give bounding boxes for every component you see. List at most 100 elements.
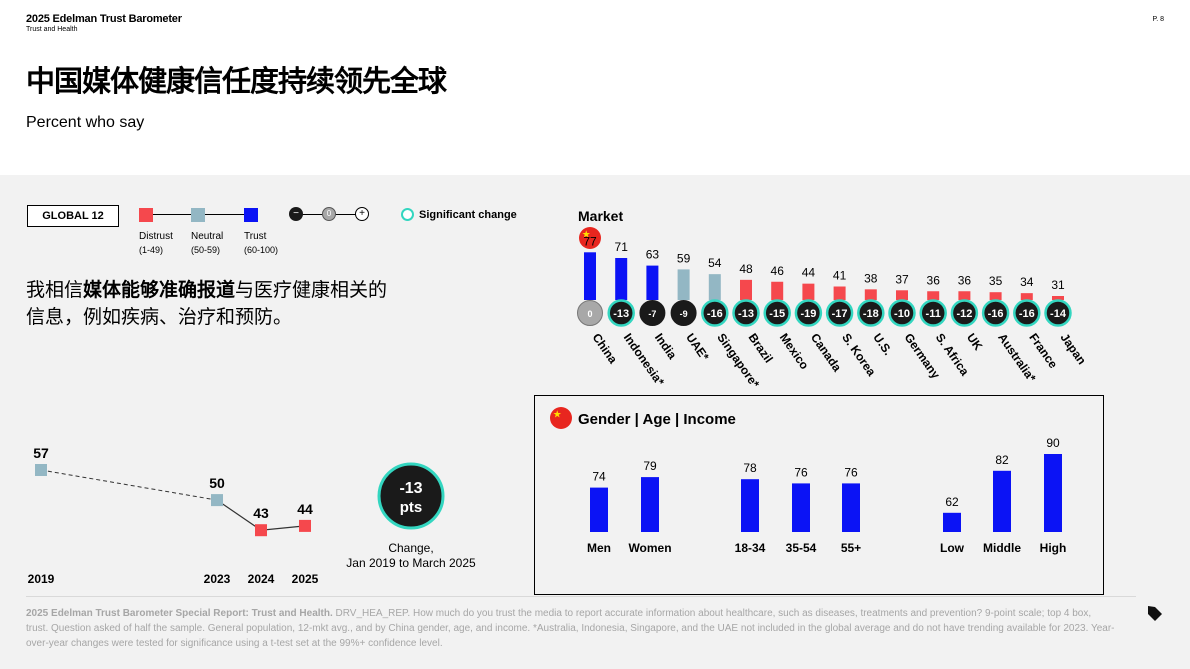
market-change-label-0: 0 xyxy=(587,309,592,319)
market-change-dot-7 xyxy=(794,299,823,327)
demo-bar-0-1 xyxy=(641,477,659,532)
market-value-2: 63 xyxy=(646,248,660,262)
trend-change-value: -13 xyxy=(399,480,422,497)
demo-bar-1-0 xyxy=(741,479,759,532)
demo-category-1-1: 35-54 xyxy=(786,541,817,555)
market-bar-15 xyxy=(1052,296,1064,300)
demographics-box xyxy=(534,395,1104,595)
market-value-3: 59 xyxy=(677,251,691,265)
footnote-divider xyxy=(26,596,1136,597)
market-bar-4 xyxy=(708,274,721,300)
market-bar-13 xyxy=(989,292,1002,300)
market-value-12: 36 xyxy=(958,273,972,287)
demo-value-2-0: 62 xyxy=(945,495,959,509)
market-value-10: 37 xyxy=(895,272,909,286)
footnote-text: DRV_HEA_REP. How much do you trust the m… xyxy=(26,608,1115,649)
market-category-2: India xyxy=(652,331,680,362)
market-category-15: Japan xyxy=(1058,331,1089,367)
trend-value-2: 43 xyxy=(253,505,269,521)
market-change-dot-1 xyxy=(607,299,635,327)
market-change-dot-11 xyxy=(919,299,947,327)
market-bar-8 xyxy=(833,286,846,300)
question-post: 与医疗健康相关的 xyxy=(235,279,388,301)
market-change-label-10: -10 xyxy=(894,308,910,320)
page-number: P. 8 xyxy=(1152,16,1164,23)
market-change-label-15: -14 xyxy=(1050,308,1067,320)
market-change-label-9: -18 xyxy=(863,308,879,320)
market-change-label-8: -17 xyxy=(832,308,848,320)
market-change-dot-5 xyxy=(732,299,760,327)
market-bar-11 xyxy=(927,291,940,300)
market-change-label-5: -13 xyxy=(738,308,754,320)
market-category-12: UK xyxy=(964,331,986,354)
significant-change-label: Significant change xyxy=(419,209,517,221)
market-bar-1 xyxy=(615,258,628,300)
market-category-0: China xyxy=(590,331,621,367)
market-bar-2 xyxy=(646,265,659,300)
market-change-label-7: -19 xyxy=(800,308,816,320)
demo-bar-0-0 xyxy=(590,487,608,532)
market-label: Market xyxy=(578,208,624,224)
market-value-1: 71 xyxy=(615,240,629,254)
demo-category-2-1: Middle xyxy=(983,541,1021,555)
market-change-dot-14 xyxy=(1013,299,1041,327)
market-change-label-3: -9 xyxy=(680,309,688,319)
demo-value-2-1: 82 xyxy=(995,453,1009,467)
market-category-7: Canada xyxy=(808,331,845,375)
market-change-dot-6 xyxy=(763,299,791,327)
trend-change-caption: Change, xyxy=(388,541,433,555)
demographics-chart: ★ Gender | Age | Income 74 Men 79 Women 78 18-3… xyxy=(550,407,1067,555)
demo-value-0-1: 79 xyxy=(643,459,657,473)
market-change-dot-12 xyxy=(950,299,979,327)
market-chart: ★770China71-13Indonesia*63-7India59-9UAE… xyxy=(577,227,1089,391)
plus-icon: + xyxy=(355,207,369,221)
trend-year-0: 2019 xyxy=(28,572,55,586)
market-value-9: 38 xyxy=(864,271,878,285)
market-change-label-13: -16 xyxy=(988,308,1004,320)
demo-bar-1-1 xyxy=(792,483,810,532)
market-category-3: UAE* xyxy=(683,331,712,364)
trend-point-1 xyxy=(211,494,223,507)
demo-value-0-0: 74 xyxy=(592,470,606,484)
demo-bar-1-2 xyxy=(842,483,860,532)
footnote: 2025 Edelman Trust Barometer Special Rep… xyxy=(26,606,1116,651)
demo-bar-2-1 xyxy=(993,470,1011,532)
market-value-8: 41 xyxy=(833,269,847,283)
demo-category-0-0: Men xyxy=(587,541,611,555)
market-bar-0 xyxy=(584,252,596,300)
market-change-label-1: -13 xyxy=(613,308,629,320)
trend-chart: 57 2019 50 2023 43 2024 44 2025 -13 pts Change,Jan… xyxy=(28,445,476,586)
flag-star: ★ xyxy=(582,229,591,240)
market-change-dot-4 xyxy=(701,299,729,327)
footnote-bold: 2025 Edelman Trust Barometer Special Rep… xyxy=(26,608,333,619)
legend-trust-label: Trust xyxy=(244,231,267,242)
question-bold: 媒体能够准确报道 xyxy=(83,279,236,301)
market-value-0: 77 xyxy=(583,234,597,248)
market-bar-5 xyxy=(740,279,752,300)
demo-category-2-2: High xyxy=(1040,541,1067,555)
market-category-5: Brazil xyxy=(746,331,776,366)
market-value-5: 48 xyxy=(739,262,753,276)
market-bar-10 xyxy=(896,290,908,300)
trend-change-unit: pts xyxy=(400,499,423,516)
significant-ring-icon xyxy=(401,208,414,221)
trend-point-0 xyxy=(35,464,47,476)
market-bar-12 xyxy=(958,291,971,300)
trend-point-3 xyxy=(299,519,311,532)
market-change-dot-8 xyxy=(825,299,854,327)
market-bar-7 xyxy=(802,283,815,300)
market-value-4: 54 xyxy=(708,256,722,270)
demo-value-1-1: 76 xyxy=(794,465,808,479)
brand-subtitle: Trust and Health xyxy=(26,26,78,33)
legend-distrust-range: (1-49) xyxy=(139,245,164,255)
trend-change-circle xyxy=(377,462,445,530)
market-value-6: 46 xyxy=(771,264,785,278)
market-change-label-6: -15 xyxy=(769,308,785,320)
legend-distrust-label: Distrust xyxy=(139,231,173,242)
demographics-flag-icon: ★ xyxy=(550,407,572,429)
demographics-title: Gender | Age | Income xyxy=(578,411,736,428)
next-arrow-icon[interactable] xyxy=(1142,604,1164,626)
demo-bar-2-2 xyxy=(1044,454,1062,532)
legend-distrust-swatch xyxy=(139,208,153,222)
